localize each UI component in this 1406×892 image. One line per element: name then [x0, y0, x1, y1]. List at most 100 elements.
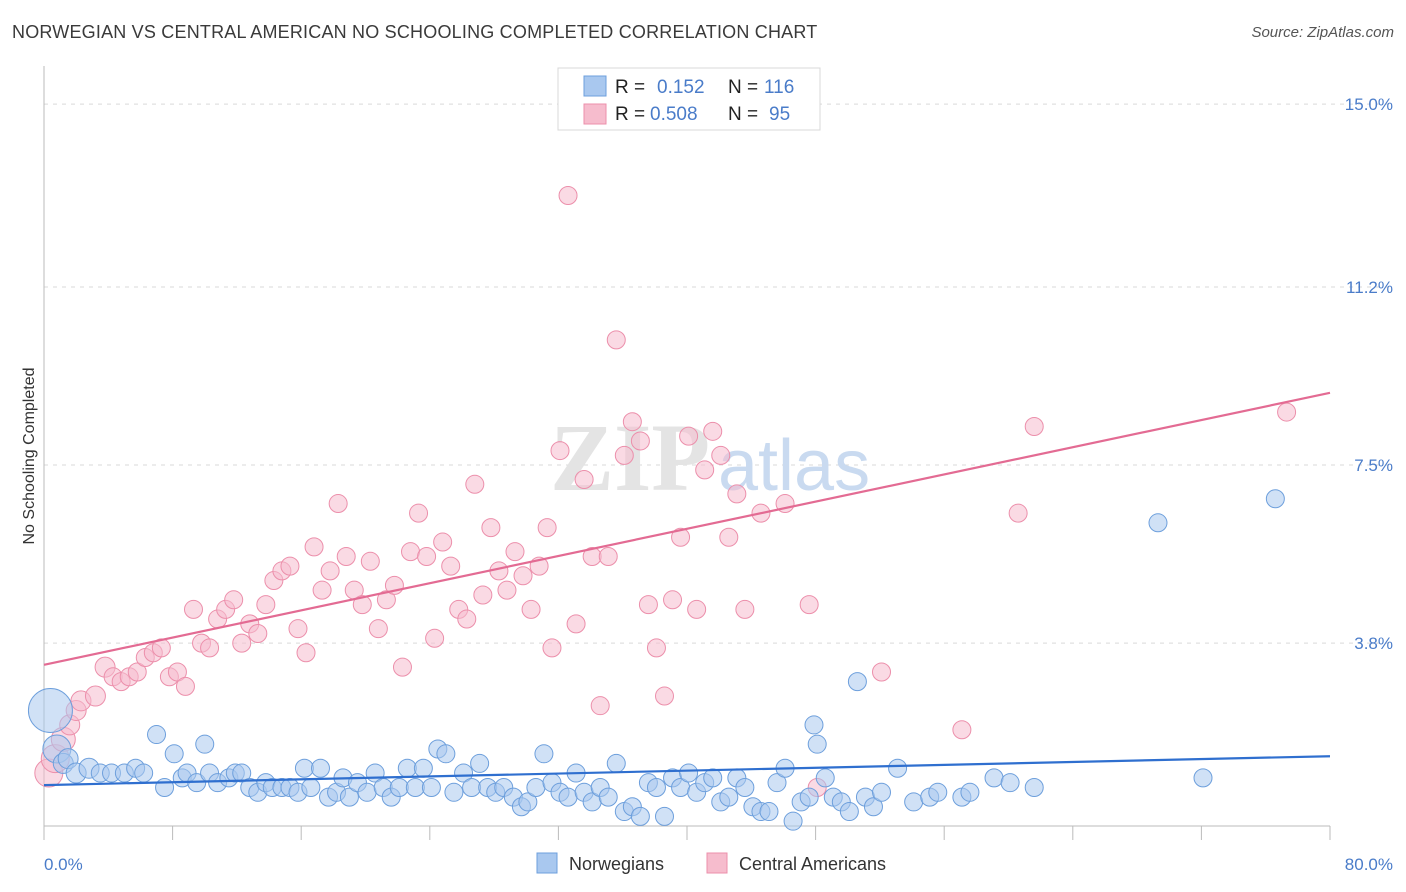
watermark: ZIP atlas	[550, 404, 870, 511]
norwegians-point-45	[413, 758, 433, 778]
central-americans-point-86	[727, 484, 747, 504]
top-legend: R = 0.152 N = 116 R = 0.508 N = 95	[557, 67, 821, 131]
central-americans-point-49	[433, 532, 453, 552]
legend-r-label-blue: R =	[615, 77, 645, 98]
norwegians-point-49	[444, 782, 464, 802]
trend-lines	[43, 391, 1331, 787]
norwegians-point-43	[397, 758, 417, 778]
central-americans-point-74	[630, 431, 650, 451]
norwegians-point-85	[735, 777, 755, 797]
norwegians-point-107	[928, 782, 948, 802]
central-americans-point-92	[872, 662, 892, 682]
norwegians-point-109	[960, 782, 980, 802]
norwegians-point-88	[759, 802, 779, 822]
central-americans-point-67	[574, 469, 594, 489]
central-americans-point-45	[401, 542, 421, 562]
central-americans-point-36	[328, 494, 348, 514]
central-americans-point-48	[425, 628, 445, 648]
legend-r-value-blue: 0.152	[657, 77, 705, 98]
central-americans-point-96	[1277, 402, 1297, 422]
y-tick-label-2: 11.2%	[1346, 278, 1393, 297]
central-americans-point-95	[1024, 417, 1044, 437]
legend-swatch-blue	[583, 75, 607, 97]
norwegians-point-22	[232, 763, 252, 783]
norwegians-point-69	[606, 753, 626, 773]
norwegians-point-78	[679, 763, 699, 783]
legend-n-value-pink: 95	[769, 104, 790, 125]
norwegians-point-110	[984, 768, 1004, 788]
norwegians-point-102	[863, 797, 883, 817]
norwegians-point-111	[1000, 773, 1020, 793]
central-americans-point-94	[1008, 503, 1028, 523]
norwegians-trend-line	[43, 755, 1331, 787]
norwegians-point-11	[147, 725, 167, 745]
bottom-legend-label-central-americans: Central Americans	[739, 854, 886, 874]
central-americans-point-17	[175, 676, 195, 696]
central-americans-point-69	[590, 696, 610, 716]
central-americans-trend-line	[43, 391, 1331, 666]
central-americans-point-62	[537, 518, 557, 538]
norwegians-point-52	[470, 753, 490, 773]
central-americans-point-27	[256, 595, 276, 615]
norwegians-point-58	[518, 792, 538, 812]
source-credit: Source: ZipAtlas.com	[1251, 24, 1394, 41]
central-americans-point-34	[312, 580, 332, 600]
x-tick-label-min: 0.0%	[44, 855, 83, 874]
central-americans-point-16	[167, 662, 187, 682]
norwegians-point-10	[134, 763, 154, 783]
central-americans-point-58	[505, 542, 525, 562]
norwegians-point-99	[839, 802, 859, 822]
norwegians-point-42	[389, 777, 409, 797]
norwegians-point-114	[1193, 768, 1213, 788]
legend-swatch-pink	[583, 103, 607, 125]
central-americans-point-85	[719, 527, 739, 547]
central-americans-point-60	[521, 599, 541, 619]
central-americans-point-55	[481, 518, 501, 538]
norwegians-point-17	[195, 734, 215, 754]
bottom-legend: Norwegians Central Americans	[536, 852, 886, 874]
norwegians-point-115	[1265, 489, 1285, 509]
norwegians-point-105	[904, 792, 924, 812]
norwegians-point-32	[310, 758, 330, 778]
central-americans-point-59	[513, 566, 533, 586]
norwegians-point-51	[462, 777, 482, 797]
y-axis-label: No Schooling Completed	[21, 368, 38, 545]
norwegians-point-63	[558, 787, 578, 807]
central-americans-point-41	[368, 619, 388, 639]
y-tick-label-0: 3.8%	[1354, 634, 1393, 653]
norwegians-point-38	[357, 782, 377, 802]
norwegians-point-94	[804, 715, 824, 735]
central-americans-point-71	[606, 330, 626, 350]
central-americans-point-66	[566, 614, 586, 634]
norwegians-point-83	[719, 787, 739, 807]
central-americans-point-30	[280, 556, 300, 576]
central-americans-point-73	[622, 412, 642, 432]
central-americans-point-39	[352, 595, 372, 615]
norwegians-point-59	[526, 777, 546, 797]
norwegians-point-48	[436, 744, 456, 764]
norwegians-point-13	[164, 744, 184, 764]
central-americans-point-93	[952, 720, 972, 740]
norwegians-point-100	[847, 672, 867, 692]
central-americans-point-40	[360, 551, 380, 571]
central-americans-point-32	[296, 643, 316, 663]
central-americans-point-78	[663, 590, 683, 610]
norwegians-point-44	[405, 777, 425, 797]
series-central-americans-points	[34, 186, 1297, 797]
x-tick-label-max: 80.0%	[1345, 855, 1393, 874]
central-americans-point-80	[679, 426, 699, 446]
central-americans-point-42	[376, 590, 396, 610]
central-americans-point-90	[799, 595, 819, 615]
central-americans-point-31	[288, 619, 308, 639]
central-americans-point-72	[614, 445, 634, 465]
legend-r-value-pink: 0.508	[650, 104, 698, 125]
central-americans-point-83	[703, 421, 723, 441]
central-americans-point-87	[735, 599, 755, 619]
legend-n-label-pink: N =	[728, 104, 758, 125]
central-americans-point-50	[441, 556, 461, 576]
bottom-legend-label-norwegians: Norwegians	[569, 854, 664, 874]
legend-n-value-blue: 116	[764, 77, 794, 98]
y-tick-label-1: 7.5%	[1354, 456, 1393, 475]
norwegians-point-0	[27, 687, 73, 733]
